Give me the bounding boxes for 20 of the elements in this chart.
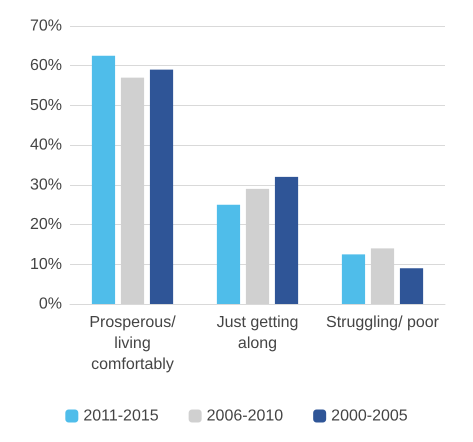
y-tick-label: 10% — [30, 256, 62, 273]
bar — [400, 268, 424, 304]
y-tick-label: 60% — [30, 57, 62, 74]
bar — [150, 70, 174, 304]
y-tick-label: 40% — [30, 136, 62, 154]
y-tick-label: 70% — [30, 18, 62, 34]
legend-label: 2006-2010 — [206, 408, 284, 424]
y-tick-label: 30% — [30, 176, 62, 194]
bar — [92, 56, 116, 304]
x-tick-label: Prosperous/ living comfortably — [89, 314, 176, 373]
x-tick-label: Struggling/ poor — [326, 314, 440, 331]
legend-label: 2000-2005 — [331, 408, 408, 424]
y-tick-label: 50% — [30, 96, 62, 114]
bar — [342, 254, 366, 304]
legend-label: 2011-2015 — [83, 408, 159, 424]
x-tick-label: Just getting along — [216, 314, 298, 352]
y-tick-label: 0% — [38, 296, 62, 312]
y-tick-label: 20% — [30, 216, 62, 234]
bar — [274, 176, 298, 304]
bar — [216, 204, 240, 304]
